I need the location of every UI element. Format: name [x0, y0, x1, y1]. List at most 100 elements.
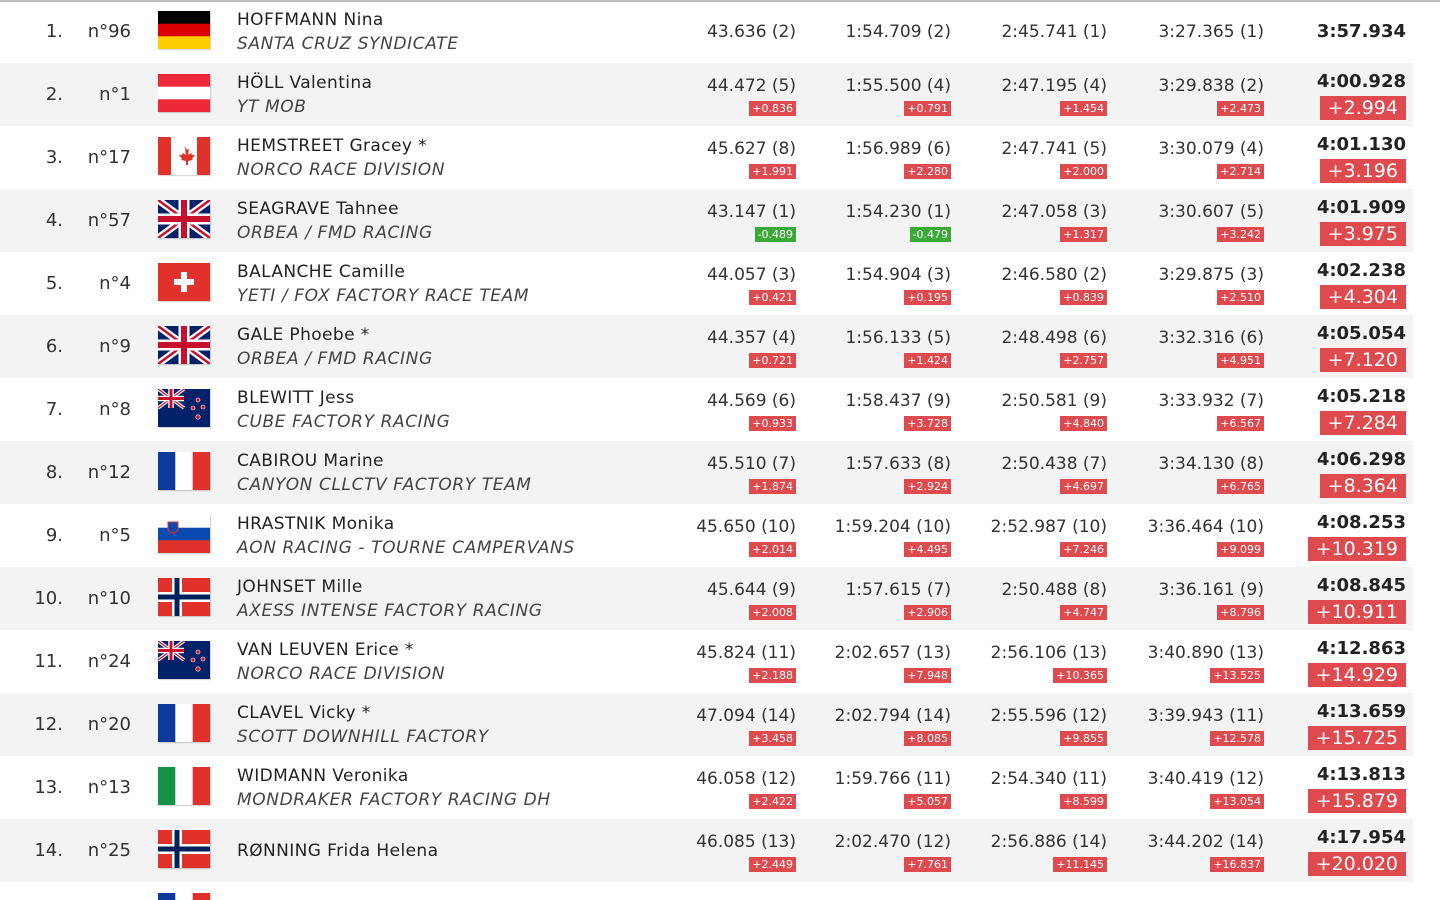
split-time: 3:32.316 (6) — [1158, 328, 1264, 348]
result-row: 1. n°96 HOFFMANN Nina SANTA CRUZ SYNDICATE 4… — [0, 0, 1413, 63]
total-cell: 4:17.954 +20.020 — [1256, 819, 1406, 882]
rank: 7. — [45, 399, 63, 420]
split-time: 45.510 (7) — [707, 454, 796, 474]
country-flag — [158, 200, 210, 238]
total-time: 4:13.813 — [1316, 764, 1406, 785]
split-cell: 46.058 (12) +2.422 — [646, 756, 796, 819]
split-gap: +7.761 — [904, 857, 951, 872]
split-time: 2:02.657 (13) — [834, 643, 951, 663]
split-cell: 2:50.438 (7) +4.697 — [957, 441, 1107, 504]
split-gap: +3.242 — [1217, 227, 1264, 242]
split-gap: +0.933 — [749, 416, 796, 431]
country-flag — [158, 830, 210, 868]
split-gap: +1.424 — [904, 353, 951, 368]
result-row: 10. n°10 JOHNSET Mille AXESS INTENSE FACTOR… — [0, 567, 1413, 630]
total-time: 4:01.130 — [1316, 134, 1406, 155]
country-flag — [158, 893, 210, 900]
team-name: AXESS INTENSE FACTORY RACING — [237, 600, 543, 621]
rank: 14. — [34, 840, 63, 861]
split-gap: +9.855 — [1060, 731, 1107, 746]
rank: 9. — [45, 525, 63, 546]
split-time: 3:29.838 (2) — [1158, 76, 1264, 96]
rider: RØNNING Frida Helena — [237, 819, 438, 882]
split-time: 46.058 (12) — [696, 769, 796, 789]
split-cell: 44.057 (3) +0.421 — [646, 252, 796, 315]
split-gap: +2.008 — [749, 605, 796, 620]
split-gap: +13.054 — [1210, 794, 1264, 809]
rider-name: CABIROU Marine — [237, 450, 384, 471]
split-gap: +7.948 — [904, 668, 951, 683]
total-cell: 4:06.298 +8.364 — [1256, 441, 1406, 504]
team-name: NORCO RACE DIVISION — [237, 663, 446, 684]
split-gap: +1.454 — [1060, 101, 1107, 116]
split-cell: 3:32.316 (6) +4.951 — [1114, 315, 1264, 378]
split-gap: +8.085 — [904, 731, 951, 746]
split-cell: 2:02.794 (14) +8.085 — [801, 693, 951, 756]
country-flag — [158, 11, 210, 49]
split-cell: 3:44.202 (14) +16.837 — [1114, 819, 1264, 882]
split-time: 3:33.932 (7) — [1158, 391, 1264, 411]
split-time: 2:02.794 (14) — [834, 706, 951, 726]
split-gap: +2.188 — [749, 668, 796, 683]
split-time: 3:27.365 (1) — [1158, 21, 1264, 42]
country-flag — [158, 74, 210, 112]
split-gap: +2.757 — [1060, 353, 1107, 368]
total-cell: 4:05.054 +7.120 — [1256, 315, 1406, 378]
rider: HÖLL Valentina YT MOB — [237, 63, 372, 126]
split-gap: +0.836 — [749, 101, 796, 116]
split-cell: 3:40.890 (13) +13.525 — [1114, 630, 1264, 693]
total-gap: +10.319 — [1307, 537, 1406, 561]
split-time: 2:47.741 (5) — [1001, 139, 1107, 159]
split-time: 45.627 (8) — [707, 139, 796, 159]
split-cell: 45.644 (9) +2.008 — [646, 567, 796, 630]
split-cell: 3:36.161 (9) +8.796 — [1114, 567, 1264, 630]
split-cell: 1:57.615 (7) +2.906 — [801, 567, 951, 630]
rider: BLEWITT Jess CUBE FACTORY RACING — [237, 378, 450, 441]
rider-name: BALANCHE Camille — [237, 261, 406, 282]
split-cell: 3:34.130 (8) +6.765 — [1114, 441, 1264, 504]
rider: GALE Phoebe * ORBEA / FMD RACING — [237, 315, 433, 378]
team-name: CANYON CLLCTV FACTORY TEAM — [237, 474, 532, 495]
split-gap: +0.721 — [749, 353, 796, 368]
split-time: 44.057 (3) — [707, 265, 796, 285]
split-gap: +6.567 — [1217, 416, 1264, 431]
split-cell: 1:57.633 (8) +2.924 — [801, 441, 951, 504]
split-gap: +4.840 — [1060, 416, 1107, 431]
bib-number: n°4 — [99, 273, 131, 294]
total-gap: +4.304 — [1319, 285, 1406, 309]
split-gap: +2.449 — [749, 857, 796, 872]
rank: 8. — [45, 462, 63, 483]
total-time: 4:02.238 — [1316, 260, 1406, 281]
country-flag — [158, 578, 210, 616]
team-name: SANTA CRUZ SYNDICATE — [237, 33, 459, 54]
country-flag — [158, 515, 210, 553]
split-time: 46.085 (13) — [696, 832, 796, 852]
split-cell: 45.627 (8) +1.991 — [646, 126, 796, 189]
total-cell: 4:05.218 +7.284 — [1256, 378, 1406, 441]
rider: WIDMANN Veronika MONDRAKER FACTORY RACING… — [237, 756, 551, 819]
split-cell: 2:50.581 (9) +4.840 — [957, 378, 1107, 441]
split-time: 3:36.464 (10) — [1147, 517, 1264, 537]
split-gap: +11.145 — [1053, 857, 1107, 872]
team-name: MONDRAKER FACTORY RACING DH — [237, 789, 551, 810]
split-time: 1:54.904 (3) — [845, 265, 951, 285]
rider: BALANCHE Camille YETI / FOX FACTORY RACE … — [237, 252, 529, 315]
result-row: 11. n°24 VAN LEUVEN Erice * NORCO RACE DIVI… — [0, 630, 1413, 693]
split-cell: 3:30.079 (4) +2.714 — [1114, 126, 1264, 189]
split-time: 1:57.615 (7) — [845, 580, 951, 600]
result-row: 6. n°9 GALE Phoebe * ORBEA / FMD RACING 44.3… — [0, 315, 1413, 378]
split-cell: 2:56.886 (14) +11.145 — [957, 819, 1107, 882]
split-gap: +0.421 — [749, 290, 796, 305]
team-name: AON RACING - TOURNE CAMPERVANS — [237, 537, 575, 558]
rider: HEMSTREET Gracey * NORCO RACE DIVISION — [237, 126, 445, 189]
split-gap: +2.014 — [749, 542, 796, 557]
split-time: 44.569 (6) — [707, 391, 796, 411]
total-gap: +7.120 — [1319, 348, 1406, 372]
split-cell: 45.824 (11) +2.188 — [646, 630, 796, 693]
rider-name: WIDMANN Veronika — [237, 765, 409, 786]
split-time: 1:56.989 (6) — [845, 139, 951, 159]
split-cell: 1:56.133 (5) +1.424 — [801, 315, 951, 378]
split-gap: +4.697 — [1060, 479, 1107, 494]
split-time: 3:39.943 (11) — [1147, 706, 1264, 726]
